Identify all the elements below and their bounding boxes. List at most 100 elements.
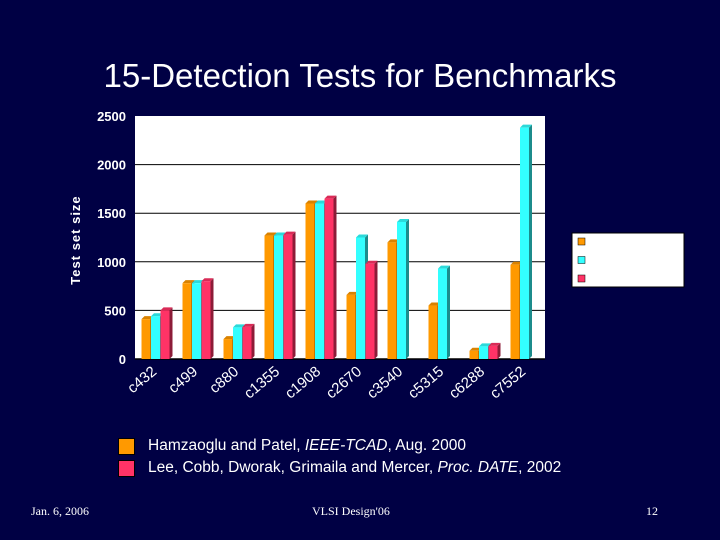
bar-present-work-c432 xyxy=(151,316,160,359)
bar-side-present-work xyxy=(406,218,409,359)
footer-venue: VLSI Design'06 xyxy=(312,504,390,518)
reference-swatch-previous-result xyxy=(118,460,135,477)
bar-top-present-work xyxy=(356,234,368,238)
y-tick-label: 1500 xyxy=(97,206,126,221)
bar-top-lower-bound xyxy=(469,347,482,351)
bar-top-previous-result xyxy=(242,323,255,327)
y-tick-label: 1000 xyxy=(97,255,126,270)
bar-previous-result-c1355 xyxy=(283,234,293,359)
bar-lower-bound-c499 xyxy=(182,283,192,359)
y-tick-label: 2500 xyxy=(97,109,126,124)
bars xyxy=(141,124,532,359)
reference-detail: , Aug. 2000 xyxy=(387,437,466,454)
bar-side-previous-result xyxy=(251,323,255,359)
bar-lower-bound-c3540 xyxy=(387,242,397,359)
bar-top-lower-bound xyxy=(346,291,359,295)
bar-present-work-c880 xyxy=(233,327,242,359)
x-tick-label: c432 xyxy=(124,363,160,397)
bar-top-present-work xyxy=(397,218,409,222)
bar-present-work-c5315 xyxy=(438,268,447,359)
bar-top-lower-bound xyxy=(387,239,400,243)
legend: Lower Bound Present Work Previous Result xyxy=(571,232,685,288)
bar-lower-bound-c880 xyxy=(223,339,233,359)
bar-present-work-c2670 xyxy=(356,237,365,359)
reference-text: Lee, Cobb, Dworak, Grimaila and Mercer, … xyxy=(148,458,561,478)
reference-authors: Lee, Cobb, Dworak, Grimaila and Mercer, xyxy=(148,459,438,476)
bar-top-previous-result xyxy=(365,260,378,264)
bar-top-previous-result xyxy=(283,231,296,235)
legend-label: Lower Bound xyxy=(589,236,659,248)
legend-swatch xyxy=(577,274,586,283)
bar-top-previous-result xyxy=(488,342,501,346)
bar-top-present-work xyxy=(233,324,245,328)
reference-text: Hamzaoglu and Patel, IEEE-TCAD, Aug. 200… xyxy=(148,436,466,456)
legend-label: Present Work xyxy=(589,255,661,267)
y-tick-label: 2000 xyxy=(97,158,126,173)
bar-present-work-c1908 xyxy=(315,203,324,359)
reference-venue: Proc. DATE xyxy=(437,459,519,476)
legend-swatch xyxy=(577,237,586,246)
bar-present-work-c499 xyxy=(192,283,201,359)
bar-top-previous-result xyxy=(160,307,173,311)
bar-top-previous-result xyxy=(201,278,214,282)
x-tick-label: c880 xyxy=(206,363,242,397)
bar-lower-bound-c1355 xyxy=(264,235,274,359)
bar-lower-bound-c5315 xyxy=(428,305,438,359)
bar-side-present-work xyxy=(447,265,450,359)
bar-top-lower-bound xyxy=(141,316,154,320)
bar-top-lower-bound xyxy=(305,200,318,204)
bar-lower-bound-c1908 xyxy=(305,203,315,359)
bar-top-present-work xyxy=(274,232,286,236)
bar-previous-result-c6288 xyxy=(488,345,498,359)
bar-previous-result-c499 xyxy=(201,281,211,359)
slide-title: 15-Detection Tests for Benchmarks xyxy=(103,57,617,94)
reference-venue: IEEE-TCAD xyxy=(304,437,388,454)
bar-present-work-c3540 xyxy=(397,221,406,359)
bar-top-present-work xyxy=(151,313,163,317)
bar-top-present-work xyxy=(520,124,532,128)
reference-detail: , 2002 xyxy=(518,459,562,476)
bar-side-previous-result xyxy=(374,260,378,359)
legend-label: Previous Result xyxy=(589,273,672,285)
footer-date: Jan. 6, 2006 xyxy=(31,504,89,518)
x-tick-label: c3540 xyxy=(364,363,406,402)
bar-lower-bound-c6288 xyxy=(469,350,479,359)
bar-side-present-work xyxy=(529,124,532,359)
bar-previous-result-c880 xyxy=(242,326,252,359)
bar-side-previous-result xyxy=(497,342,501,359)
bar-present-work-c6288 xyxy=(479,346,488,359)
bar-previous-result-c432 xyxy=(160,310,170,359)
bar-top-lower-bound xyxy=(264,232,277,236)
bar-top-previous-result xyxy=(324,195,337,199)
bar-lower-bound-c7552 xyxy=(510,264,520,359)
bar-present-work-c1355 xyxy=(274,235,283,359)
x-tick-label: c2670 xyxy=(323,363,365,402)
bar-previous-result-c2670 xyxy=(365,263,375,359)
bar-top-present-work xyxy=(315,200,327,204)
x-tick-label: c7552 xyxy=(487,363,529,402)
x-tick-label: c6288 xyxy=(446,363,488,402)
legend-swatch xyxy=(577,256,586,264)
reference-swatch-lower-bound xyxy=(118,438,135,455)
y-axis-ticks: 0 500 1000 1500 2000 2500 xyxy=(97,109,126,367)
bar-lower-bound-c432 xyxy=(141,319,151,359)
bar-top-present-work xyxy=(192,280,204,284)
bar-side-previous-result xyxy=(169,307,173,359)
reference-authors: Hamzaoglu and Patel, xyxy=(148,437,305,454)
x-tick-label: c1355 xyxy=(241,363,283,402)
legend-box xyxy=(571,232,685,288)
bar-side-previous-result xyxy=(210,278,214,359)
bar-present-work-c7552 xyxy=(520,127,529,359)
y-axis-label: Test set size xyxy=(68,195,83,284)
y-tick-label: 500 xyxy=(104,303,126,318)
bar-side-previous-result xyxy=(292,231,296,359)
bar-top-present-work xyxy=(479,343,491,347)
x-axis-ticks: c432 c499 c880c1355c1908c2670c3540c5315c62… xyxy=(124,363,529,402)
bar-previous-result-c1908 xyxy=(324,198,334,359)
bar-top-lower-bound xyxy=(182,280,195,284)
x-tick-label: c5315 xyxy=(405,363,447,402)
bar-top-present-work xyxy=(438,265,450,269)
footer-page-number: 12 xyxy=(646,504,658,518)
bar-top-lower-bound xyxy=(428,302,441,306)
